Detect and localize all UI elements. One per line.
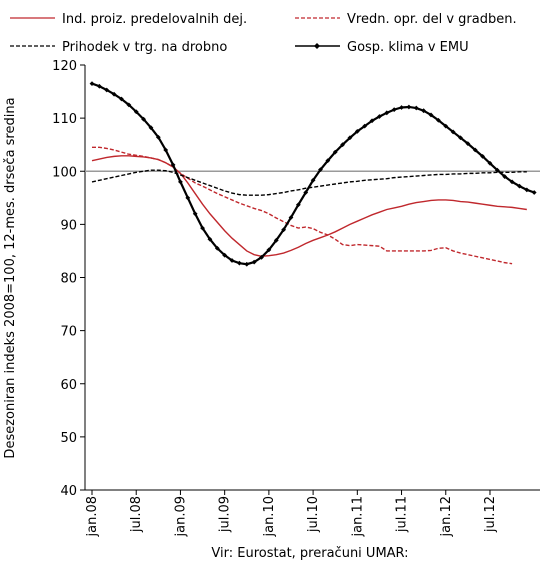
series-marker <box>524 187 530 193</box>
y-tick-label: 50 <box>60 431 77 446</box>
series-line <box>92 146 513 265</box>
series-marker <box>406 104 412 110</box>
series-marker <box>458 135 463 141</box>
x-tick-label: jan.08 <box>85 496 100 538</box>
series-marker <box>362 123 368 129</box>
series-marker <box>178 179 183 185</box>
x-tick-label: jul.10 <box>306 496 321 533</box>
series-marker <box>413 105 419 111</box>
series-marker <box>487 160 493 166</box>
x-tick-label: jul.12 <box>483 496 498 533</box>
series-marker <box>480 153 486 159</box>
x-tick-label: jul.08 <box>129 496 144 533</box>
x-tick-label: jan.10 <box>262 496 277 538</box>
series-marker <box>96 83 102 89</box>
series-marker <box>465 141 471 147</box>
y-tick-label: 40 <box>60 484 77 499</box>
series-marker <box>347 135 353 141</box>
series-marker <box>141 116 146 122</box>
series-marker <box>340 142 345 148</box>
y-tick-label: 120 <box>52 59 77 74</box>
series-marker <box>310 177 316 183</box>
y-tick-label: 70 <box>60 325 77 340</box>
series-marker <box>251 259 257 265</box>
series-marker <box>399 105 404 110</box>
series-marker <box>303 190 309 195</box>
x-tick-label: jan.11 <box>350 496 365 538</box>
x-tick-label: jul.09 <box>218 496 233 533</box>
series-marker <box>200 225 205 231</box>
x-tick-label: jan.12 <box>439 496 454 538</box>
series-marker <box>163 147 169 153</box>
y-tick-label: 60 <box>60 378 77 393</box>
y-tick-label: 110 <box>52 112 77 127</box>
series-marker <box>111 91 117 97</box>
series-marker <box>502 174 508 179</box>
series-marker <box>421 108 427 114</box>
series-marker <box>288 215 294 220</box>
series-marker <box>133 109 139 115</box>
series-marker <box>472 147 478 153</box>
series-marker <box>377 114 382 119</box>
series-marker <box>104 87 110 93</box>
series-marker <box>207 236 213 242</box>
y-tick-label: 90 <box>60 218 77 233</box>
legend-label: Ind. proiz. predelovalnih dej. <box>62 12 247 27</box>
series-marker <box>325 158 331 164</box>
series-marker <box>318 167 323 173</box>
series-marker <box>126 102 132 108</box>
series-marker <box>148 125 154 131</box>
y-axis-label: Desezoniran indeks 2008=100, 12-mes. drs… <box>3 97 18 458</box>
series-marker <box>281 227 287 233</box>
y-tick-label: 100 <box>52 165 77 180</box>
series-line <box>91 82 535 266</box>
series-marker <box>450 129 456 135</box>
x-tick-label: jan.09 <box>173 496 188 538</box>
series-marker <box>192 211 198 217</box>
series-marker <box>229 258 235 263</box>
series-marker <box>170 162 176 168</box>
series-marker <box>214 245 220 251</box>
legend-marker <box>314 43 320 49</box>
legend-label: Vredn. opr. del v gradben. <box>347 12 517 27</box>
series-marker <box>119 96 124 102</box>
series-marker <box>273 237 279 243</box>
series-marker <box>494 167 500 173</box>
series-marker <box>185 195 191 201</box>
series-marker <box>244 261 250 267</box>
y-tick-label: 80 <box>60 272 77 287</box>
series-marker <box>517 183 522 189</box>
series-marker <box>384 110 390 116</box>
series-marker <box>509 179 515 185</box>
series-marker <box>391 107 397 113</box>
x-tick-label: jul.11 <box>395 496 410 533</box>
series-marker <box>531 190 537 195</box>
source-note: Vir: Eurostat, preračuni UMAR: <box>211 546 408 561</box>
series-marker <box>443 123 449 129</box>
series-marker <box>295 202 301 208</box>
series-marker <box>237 260 242 266</box>
series-marker <box>266 247 272 253</box>
series-marker <box>222 252 228 258</box>
legend-label: Prihodek v trg. na drobno <box>62 40 227 55</box>
series-marker <box>155 134 161 140</box>
series-marker <box>435 117 441 123</box>
series-marker <box>428 112 434 118</box>
legend-label: Gosp. klima v EMU <box>347 40 469 55</box>
series-marker <box>259 254 264 260</box>
series-marker <box>89 81 95 86</box>
series-marker <box>332 149 338 155</box>
series-marker <box>354 129 360 134</box>
series-marker <box>369 118 375 124</box>
series-line <box>91 169 527 196</box>
